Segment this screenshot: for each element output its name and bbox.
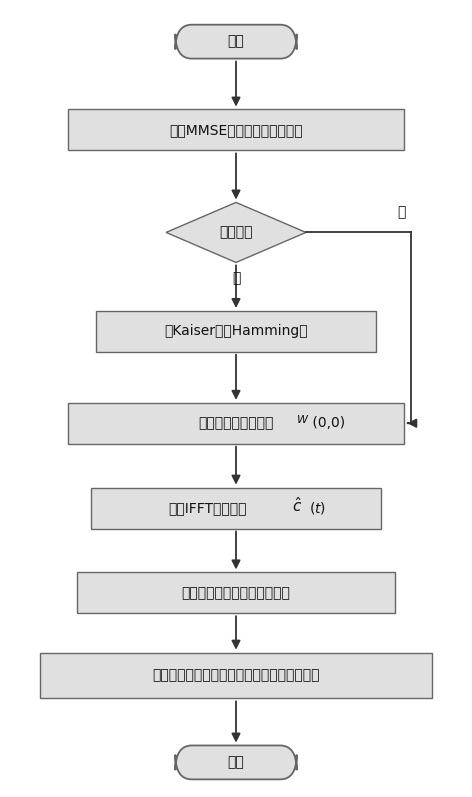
FancyBboxPatch shape <box>96 311 376 351</box>
Text: $\hat{c}$: $\hat{c}$ <box>292 497 302 516</box>
FancyBboxPatch shape <box>40 653 432 698</box>
Text: (0,0): (0,0) <box>308 416 346 430</box>
Polygon shape <box>166 202 306 262</box>
Text: 结束: 结束 <box>228 756 244 769</box>
FancyBboxPatch shape <box>92 488 380 528</box>
Text: 否: 否 <box>397 206 406 220</box>
FancyBboxPatch shape <box>176 745 296 779</box>
Text: $(t)$: $(t)$ <box>309 500 326 516</box>
Text: 通过线性拟合得到所有子载波上的多普勒频移: 通过线性拟合得到所有子载波上的多普勒频移 <box>152 669 320 682</box>
Text: 估计导频簇位置的多普勒频移: 估计导频簇位置的多普勒频移 <box>182 586 290 600</box>
Text: W: W <box>296 414 308 425</box>
FancyBboxPatch shape <box>77 572 395 614</box>
Text: 估计多普勒频移向量: 估计多普勒频移向量 <box>198 416 274 430</box>
Text: 是: 是 <box>232 271 240 285</box>
FancyBboxPatch shape <box>68 402 404 444</box>
Text: 加Kaiser窗或Hamming窗: 加Kaiser窗或Hamming窗 <box>164 324 308 339</box>
FancyBboxPatch shape <box>176 25 296 59</box>
Text: 是否加窗: 是否加窗 <box>219 226 253 239</box>
FancyBboxPatch shape <box>68 109 404 151</box>
Text: 采用MMSE准则，并设计好导频: 采用MMSE准则，并设计好导频 <box>169 123 303 137</box>
Text: 通过IFFT计算得到: 通过IFFT计算得到 <box>169 501 247 515</box>
Text: 开始: 开始 <box>228 34 244 49</box>
